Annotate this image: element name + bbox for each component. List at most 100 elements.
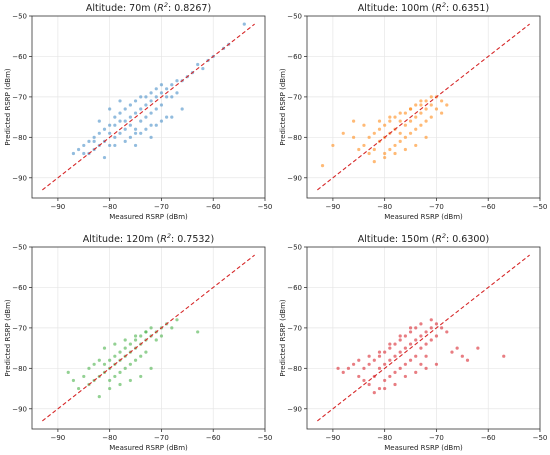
data-point (419, 346, 423, 350)
data-point (424, 354, 428, 358)
y-tick-label: −80 (12, 134, 27, 142)
x-axis-label: Measured RSRP (dBm) (384, 444, 463, 452)
data-point (398, 350, 402, 354)
data-point (154, 123, 158, 127)
data-point (144, 350, 148, 354)
data-point (66, 370, 70, 374)
data-point (139, 374, 143, 379)
data-point (398, 131, 402, 135)
data-point (424, 119, 428, 123)
data-point (118, 111, 122, 115)
data-point (362, 366, 366, 370)
data-point (149, 123, 153, 127)
data-point (434, 362, 439, 366)
data-point (440, 111, 444, 115)
data-point (460, 354, 464, 358)
data-point (123, 338, 127, 342)
x-tick-label: −50 (258, 203, 273, 211)
data-point (97, 395, 101, 399)
data-point (113, 342, 117, 346)
data-point (362, 123, 366, 127)
y-tick-label: −90 (287, 405, 302, 413)
y-tick-label: −60 (12, 284, 27, 292)
y-tick-label: −80 (287, 134, 302, 142)
subplot-title: Altitude: 100m (R2: 0.6351) (358, 1, 489, 14)
y-axis-label: Predicted RSRP (dBm) (279, 68, 287, 145)
data-point (440, 326, 444, 330)
data-point (118, 370, 122, 374)
data-point (408, 107, 413, 111)
data-point (165, 87, 169, 91)
data-point (139, 354, 143, 358)
data-point (383, 151, 387, 156)
data-point (465, 358, 470, 362)
data-point (403, 147, 407, 152)
data-point (414, 127, 418, 131)
data-point (445, 103, 449, 107)
data-point (408, 342, 413, 346)
data-point (352, 119, 356, 123)
y-tick-label: −60 (12, 53, 27, 61)
y-axis-label: Predicted RSRP (dBm) (4, 68, 12, 145)
data-point (393, 115, 397, 119)
data-point (108, 131, 112, 135)
x-axis-label: Measured RSRP (dBm) (109, 444, 188, 452)
data-point (149, 135, 153, 139)
data-point (170, 115, 174, 119)
data-point (97, 119, 101, 123)
data-point (377, 119, 382, 123)
data-point (82, 374, 86, 379)
data-point (377, 386, 382, 391)
title-sup: 2 (442, 1, 446, 9)
data-point (128, 123, 132, 127)
data-point (434, 334, 439, 338)
data-point (377, 366, 382, 370)
data-point (393, 342, 397, 346)
data-point (92, 139, 96, 143)
x-tick-label: −70 (429, 434, 444, 442)
data-point (123, 107, 127, 111)
y-tick-label: −90 (287, 174, 302, 182)
y-axis-label: Predicted RSRP (dBm) (4, 299, 12, 376)
data-point (393, 151, 397, 156)
y-tick-label: −80 (287, 365, 302, 373)
data-point (419, 334, 423, 338)
data-point (144, 127, 148, 131)
data-point (133, 143, 138, 148)
data-point (341, 370, 345, 374)
data-point (71, 151, 76, 156)
data-point (180, 107, 184, 111)
data-point (388, 119, 392, 123)
x-tick-label: −80 (102, 434, 117, 442)
data-point (123, 119, 127, 123)
data-point (128, 115, 132, 119)
data-point (154, 87, 158, 91)
title-prefix: Altitude: 100m ( (358, 3, 435, 14)
y-tick-label: −50 (12, 13, 27, 21)
x-tick-label: −50 (258, 434, 273, 442)
data-point (154, 107, 158, 111)
data-point (372, 131, 376, 135)
title-sup: 2 (442, 232, 446, 240)
data-point (398, 139, 402, 143)
data-point (398, 119, 402, 123)
data-point (139, 334, 143, 338)
data-point (419, 103, 423, 107)
y-tick-label: −60 (287, 284, 302, 292)
x-tick-label: −90 (50, 434, 65, 442)
x-tick-label: −70 (154, 434, 169, 442)
y-tick-label: −90 (12, 174, 27, 182)
title-r: R (160, 234, 167, 245)
data-point (144, 115, 148, 119)
data-point (393, 143, 397, 148)
data-point (165, 95, 169, 99)
title-r: R (435, 3, 442, 14)
data-point (372, 358, 376, 362)
data-point (175, 79, 179, 83)
data-point (408, 119, 413, 123)
data-point (108, 107, 112, 111)
data-point (331, 143, 335, 148)
data-point (388, 358, 392, 362)
data-point (372, 160, 376, 164)
data-point (139, 107, 143, 111)
